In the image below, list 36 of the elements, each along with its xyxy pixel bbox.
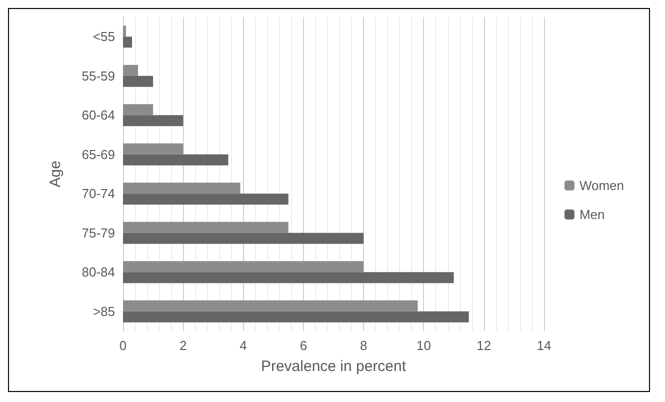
y-tick-label: 55-59 — [82, 68, 115, 84]
y-tick-label: >85 — [92, 304, 115, 319]
y-tick-label: 80-84 — [82, 264, 115, 280]
bar — [123, 222, 288, 233]
bar — [123, 261, 364, 272]
bar — [123, 143, 184, 154]
bar — [123, 26, 126, 37]
x-tick-label: 2 — [180, 338, 187, 353]
bar — [123, 104, 154, 116]
bar — [123, 64, 138, 76]
bar — [123, 272, 454, 284]
legend-label: Women — [579, 178, 624, 193]
bar — [123, 194, 288, 205]
bar — [123, 182, 240, 194]
x-axis-title: Prevalence in percent — [260, 358, 407, 375]
y-tick-label: 65-69 — [82, 146, 115, 162]
bar — [123, 154, 228, 166]
y-tick-label: 60-64 — [82, 108, 115, 123]
y-tick-label: <55 — [92, 29, 115, 44]
legend-label: Men — [579, 207, 605, 222]
x-tick-label: 12 — [476, 338, 492, 353]
y-tick-label: 70-74 — [82, 186, 115, 202]
y-tick-label: 75-79 — [82, 225, 115, 240]
x-tick-label: 14 — [536, 338, 552, 353]
x-tick-label: 10 — [416, 338, 431, 353]
bar — [123, 115, 184, 126]
bar — [123, 300, 418, 312]
bar — [123, 36, 132, 48]
x-tick-label: 0 — [119, 338, 127, 353]
x-tick-label: 4 — [240, 338, 247, 353]
bar — [123, 232, 364, 244]
bar — [123, 76, 154, 87]
y-axis-title: Age — [47, 160, 64, 188]
x-tick-label: 8 — [360, 338, 368, 353]
x-tick-label: 6 — [300, 338, 308, 353]
bar — [123, 311, 469, 322]
